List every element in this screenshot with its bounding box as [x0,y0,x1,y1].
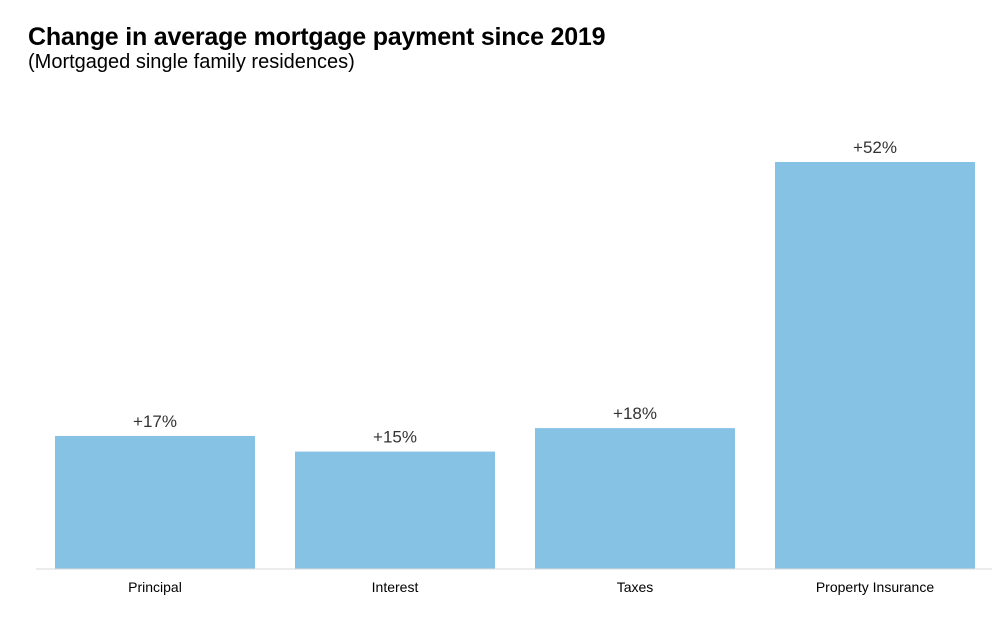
data-label-taxes: +18% [613,404,657,423]
bar-taxes [535,428,735,569]
bar-principal [55,435,255,569]
x-tick-labels-group: Principal Interest Taxes Property Insurance [128,579,934,595]
data-labels-group: +17% +15% +18% +52% [133,138,897,447]
bar-property-insurance [775,162,975,569]
x-tick-label-property-insurance: Property Insurance [816,579,934,595]
data-label-property-insurance: +52% [853,138,897,157]
x-tick-label-interest: Interest [372,579,419,595]
bars-group [55,162,975,569]
bar-interest [295,451,495,569]
x-tick-label-taxes: Taxes [617,579,654,595]
data-label-principal: +17% [133,412,177,431]
data-label-interest: +15% [373,428,417,447]
chart-title: Change in average mortgage payment since… [28,23,606,51]
x-tick-label-principal: Principal [128,579,182,595]
chart-subtitle: (Mortgaged single family residences) [28,51,355,73]
